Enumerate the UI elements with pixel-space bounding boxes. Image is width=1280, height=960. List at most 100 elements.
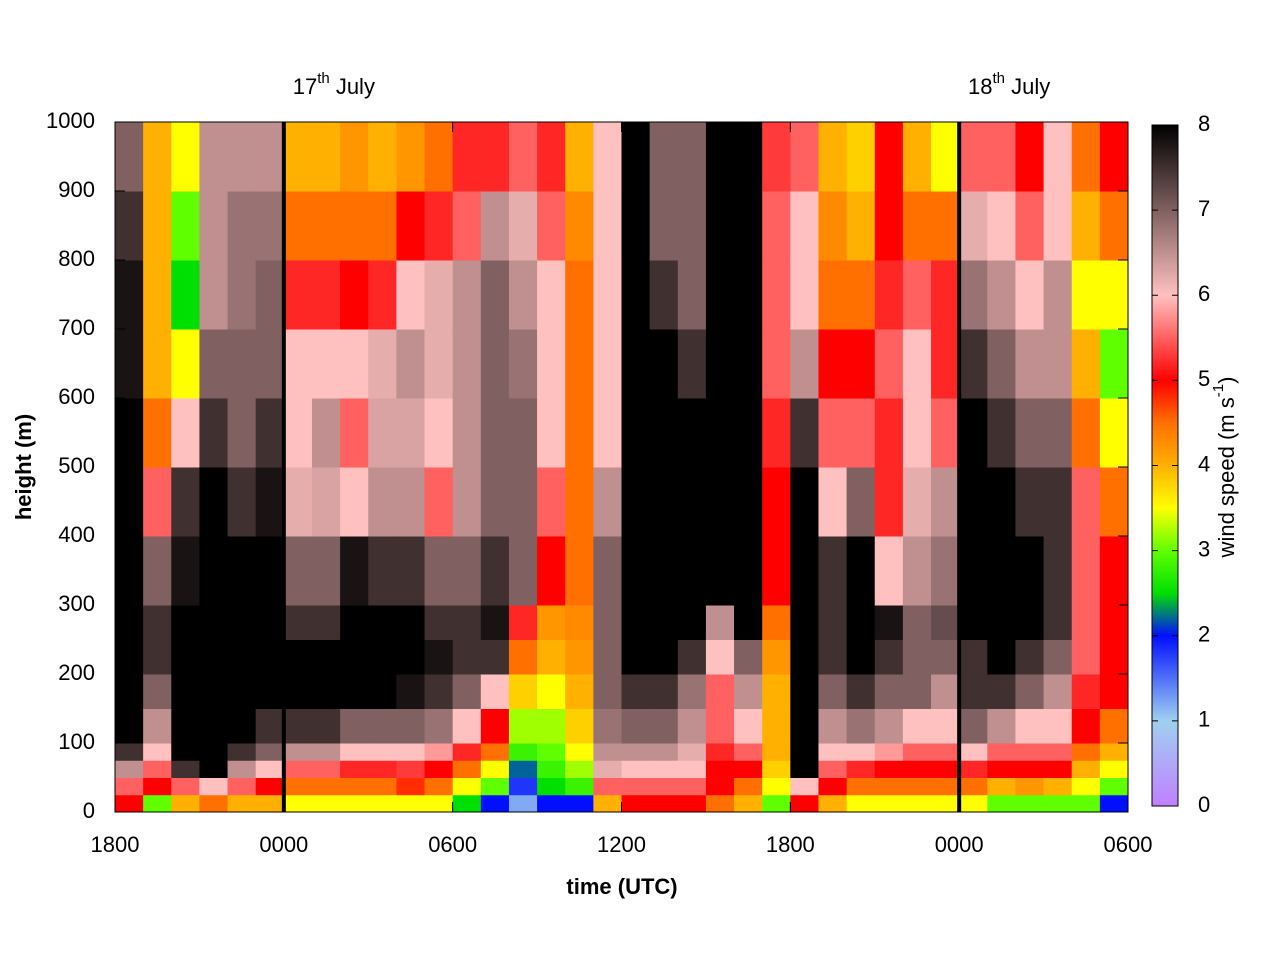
heat-cell — [874, 605, 904, 640]
heat-cell — [368, 639, 397, 675]
heat-cell — [846, 260, 876, 330]
heat-cell — [424, 708, 454, 744]
heat-cell — [846, 777, 876, 796]
heat-cell — [762, 467, 791, 537]
heat-cell — [115, 760, 144, 778]
heat-cell — [115, 777, 144, 796]
heat-cell — [902, 329, 932, 399]
heat-cell — [171, 536, 200, 606]
heat-cell — [283, 536, 313, 606]
heat-cell — [480, 467, 510, 537]
heat-cell — [846, 605, 876, 640]
heat-cell — [537, 639, 566, 675]
heat-cell — [1015, 398, 1045, 468]
heat-cell — [874, 260, 904, 330]
heat-cell — [987, 536, 1016, 606]
heat-cell — [677, 329, 707, 399]
heat-cell — [1015, 777, 1045, 796]
heat-cell — [931, 674, 960, 709]
heat-cell — [565, 639, 594, 675]
heat-cell — [199, 122, 229, 192]
heat-cell — [790, 743, 819, 761]
heat-cell — [340, 467, 369, 537]
heat-cell — [621, 536, 651, 606]
heat-cell — [537, 794, 566, 813]
heat-cell — [593, 605, 622, 640]
heat-cell — [115, 467, 144, 537]
heat-cell — [227, 398, 257, 468]
heat-cell — [902, 674, 932, 709]
heat-cell — [452, 329, 482, 399]
heat-cell — [171, 329, 200, 399]
heat-cell — [621, 794, 651, 813]
heat-cell — [452, 398, 482, 468]
heat-cell — [255, 794, 285, 813]
heat-cell — [705, 605, 735, 640]
heat-cell — [368, 794, 397, 813]
heat-cell — [255, 639, 285, 675]
heat-cell — [199, 708, 229, 744]
heat-cell — [508, 708, 538, 744]
y-tick-label: 600 — [58, 384, 95, 409]
heat-cell — [818, 605, 848, 640]
heat-cell — [340, 639, 369, 675]
heat-cell — [424, 743, 454, 761]
heat-cell — [593, 398, 622, 468]
heat-cell — [959, 191, 988, 261]
heat-cell — [790, 794, 819, 813]
heat-cell — [1071, 605, 1101, 640]
heat-cell — [368, 260, 397, 330]
heat-cell — [199, 674, 229, 709]
heat-cell — [902, 191, 932, 261]
heat-cell — [677, 467, 707, 537]
heat-cell — [987, 743, 1016, 761]
heat-cell — [593, 760, 622, 778]
heat-cell — [255, 329, 285, 399]
heat-cell — [705, 467, 735, 537]
day-label: 17th July — [293, 70, 375, 99]
heat-cell — [734, 743, 763, 761]
heat-cell — [902, 260, 932, 330]
heat-cell — [283, 743, 313, 761]
heat-cell — [340, 191, 369, 261]
heat-cell — [508, 674, 538, 709]
heat-cell — [283, 639, 313, 675]
heat-cell — [311, 260, 341, 330]
heat-cell — [734, 639, 763, 675]
heat-cell — [508, 122, 538, 192]
heat-cell — [199, 605, 229, 640]
heat-cell — [902, 708, 932, 744]
heat-cell — [480, 329, 510, 399]
heat-cell — [171, 743, 200, 761]
heat-cell — [1015, 674, 1045, 709]
heat-cell — [762, 605, 791, 640]
heat-cell — [255, 260, 285, 330]
heat-cell — [1099, 467, 1129, 537]
colorbar-tick-label: 6 — [1198, 281, 1210, 306]
heat-cell — [396, 191, 426, 261]
heat-cell — [987, 605, 1016, 640]
heat-cell — [508, 794, 538, 813]
heat-cell — [902, 760, 932, 778]
heat-cell — [311, 398, 341, 468]
heat-cell — [171, 639, 200, 675]
heat-cell — [508, 398, 538, 468]
heat-cell — [931, 777, 960, 796]
day-label: 18th July — [968, 70, 1050, 99]
colorbar-tick-label: 8 — [1198, 111, 1210, 136]
heat-cell — [902, 536, 932, 606]
heat-cell — [452, 777, 482, 796]
heat-cell — [959, 605, 988, 640]
heat-cell — [452, 122, 482, 192]
heat-cell — [396, 743, 426, 761]
heat-cell — [790, 398, 819, 468]
heat-cell — [227, 794, 257, 813]
heat-cell — [115, 260, 144, 330]
heat-cell — [171, 191, 200, 261]
heat-cell — [649, 329, 679, 399]
heat-cell — [396, 760, 426, 778]
heat-cell — [734, 760, 763, 778]
heat-cell — [874, 122, 904, 192]
heat-cell — [931, 743, 960, 761]
heat-cell — [311, 605, 341, 640]
